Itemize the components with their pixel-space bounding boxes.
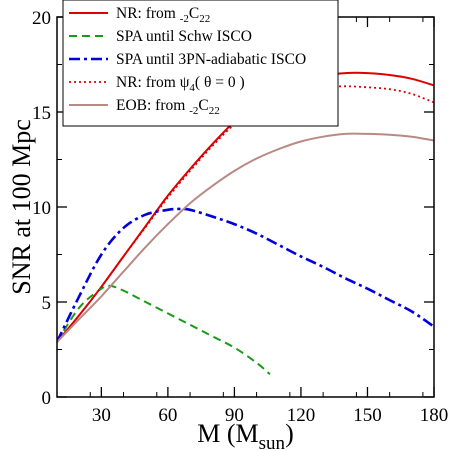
x-axis-label-sub: sun: [259, 433, 286, 451]
x-axis-label-main: M (M: [197, 419, 258, 448]
legend-label: SPA until Schw ISCO: [116, 28, 252, 45]
series-line-2: [57, 284, 271, 375]
y-tick-label: 20: [32, 8, 51, 29]
x-tick-label: 180: [420, 405, 449, 426]
legend-label: EOB: from -2C22: [116, 97, 220, 117]
x-tick-label: 120: [287, 405, 316, 426]
legend: NR: from -2C22 SPA until Schw ISCO SPA unt…: [62, 0, 339, 127]
y-tick-label: 0: [42, 388, 52, 409]
legend-box: [62, 0, 339, 127]
legend-label: SPA until 3PN-adiabatic ISCO: [116, 51, 306, 68]
x-tick-label: 150: [353, 405, 382, 426]
x-tick-label: 30: [92, 405, 111, 426]
ticks-layer: 30 60 90 120 150 180 0 5 10 15 20: [32, 8, 448, 426]
x-axis-label-close: ): [285, 419, 294, 448]
legend-label: NR: from ψ4( θ = 0 ): [116, 74, 245, 94]
y-tick-label: 10: [32, 198, 51, 219]
series-line-3: [57, 207, 434, 343]
x-tick-label: 90: [225, 405, 244, 426]
y-tick-label: 15: [32, 103, 51, 124]
y-tick-label: 5: [42, 293, 52, 314]
legend-label: NR: from -2C22: [116, 5, 210, 25]
x-tick-label: 60: [158, 405, 177, 426]
y-axis-label: SNR at 100 Mpc: [7, 119, 36, 295]
series-line-5: [57, 132, 434, 343]
x-axis-label: M (Msun): [197, 419, 293, 451]
